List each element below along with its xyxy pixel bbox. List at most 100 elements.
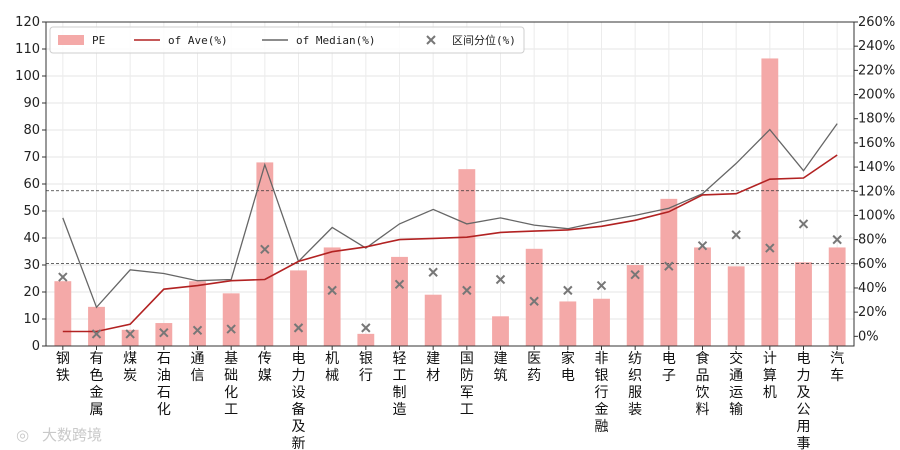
- pe-bar: [323, 247, 341, 346]
- ave-line: [62, 154, 838, 333]
- pe-bar: [222, 293, 240, 346]
- category-label: 钢铁: [56, 351, 70, 384]
- right-tick-label: 120%: [858, 184, 895, 199]
- pe-bars: [54, 58, 846, 346]
- right-tick-label: 220%: [858, 63, 895, 78]
- category-label: 非银行金融: [595, 351, 609, 435]
- category-label: 基础化工: [224, 350, 238, 418]
- category-label: 计算机: [763, 351, 777, 401]
- right-tick-label: 160%: [858, 136, 895, 151]
- left-tick-label: 40: [23, 231, 40, 246]
- percentile-marker: [428, 267, 438, 277]
- percentile-marker: [58, 272, 68, 282]
- percentile-marker: [462, 285, 472, 296]
- percentile-marker: [260, 244, 270, 254]
- left-tick-label: 60: [23, 177, 40, 192]
- median-line: [62, 123, 838, 309]
- category-label: 电力设备及新: [292, 351, 306, 450]
- watermark: ◎ 大数跨境: [16, 426, 102, 444]
- category-label: 银行: [359, 351, 373, 384]
- category-label: 煤炭: [123, 351, 137, 384]
- pe-bar: [256, 162, 274, 346]
- tick-labels: 0 10 20 30 40 50 60 70 80 90 100 110 120 0% 20% 40% 60% 8…: [15, 15, 895, 354]
- category-label: 轻工制造: [393, 351, 407, 418]
- category-label: 交通运输: [729, 350, 743, 418]
- right-tick-label: 0%: [858, 329, 879, 344]
- pe-bar: [626, 265, 644, 346]
- category-label: 纺织服装: [628, 351, 642, 418]
- pe-bar: [660, 198, 678, 346]
- pe-bar: [391, 256, 408, 346]
- percentile-marker: [765, 243, 775, 253]
- right-tick-label: 40%: [858, 281, 887, 296]
- legend-label: 区间分位(%): [452, 33, 516, 47]
- legend-label: PE: [92, 34, 105, 47]
- pe-bar: [88, 306, 105, 346]
- category-label: 电子: [662, 351, 676, 384]
- pe-bar: [121, 329, 139, 346]
- percentile-marker: [731, 230, 741, 240]
- axes: [42, 21, 858, 350]
- pe-bar: [727, 266, 745, 346]
- pe-bar: [559, 301, 577, 346]
- category-label: 机械: [325, 351, 339, 384]
- percentile-marker: [563, 285, 573, 296]
- category-label: 食品饮料: [696, 350, 710, 418]
- category-label: 传媒: [258, 351, 272, 384]
- category-label: 家电: [561, 350, 575, 384]
- legend-label: of Median(%): [296, 34, 375, 47]
- pe-bar: [290, 270, 307, 346]
- watermark-text: 大数跨境: [42, 426, 102, 444]
- left-tick-label: 20: [23, 285, 40, 300]
- pe-bar: [458, 169, 476, 346]
- pe-bar: [492, 316, 509, 346]
- left-tick-label: 0: [32, 339, 40, 354]
- category-label: 建材: [426, 351, 440, 384]
- left-tick-label: 30: [23, 258, 40, 273]
- pe-bar: [424, 294, 442, 346]
- percentile-marker: [832, 234, 842, 245]
- watermark-logo: ◎: [16, 426, 29, 444]
- left-tick-label: 90: [23, 96, 40, 111]
- pe-bar: [795, 262, 812, 346]
- percentile-marker: [798, 219, 809, 229]
- percentile-marker: [327, 285, 337, 296]
- percentile-marker: [394, 279, 405, 290]
- percentile-markers: [58, 219, 842, 339]
- percentile-marker: [125, 329, 135, 339]
- left-tick-label: 120: [15, 15, 40, 30]
- pe-bar: [593, 298, 610, 346]
- percentile-marker: [192, 325, 203, 335]
- left-tick-label: 10: [23, 312, 40, 327]
- series-lines: [62, 123, 838, 333]
- percentile-marker: [159, 327, 169, 338]
- percentile-marker: [697, 240, 708, 251]
- right-tick-label: 180%: [858, 112, 895, 127]
- legend-swatch-bar: [58, 35, 84, 45]
- percentile-marker: [293, 323, 304, 333]
- category-label: 有色金属: [90, 351, 104, 418]
- category-label: 石油石化: [157, 351, 171, 418]
- right-tick-label: 20%: [858, 305, 887, 320]
- right-tick-label: 60%: [858, 257, 887, 272]
- left-tick-label: 80: [23, 123, 40, 138]
- percentile-marker: [361, 323, 371, 333]
- right-tick-label: 240%: [858, 39, 895, 54]
- pe-bar: [357, 333, 375, 346]
- legend-swatch-marker: [426, 35, 436, 45]
- right-tick-label: 140%: [858, 160, 895, 175]
- category-label: 医药: [527, 351, 541, 384]
- percentile-marker: [630, 269, 640, 280]
- left-tick-label: 100: [15, 69, 40, 84]
- percentile-marker: [596, 280, 607, 291]
- percentile-marker: [495, 274, 506, 285]
- legend-label: of Ave(%): [168, 34, 228, 47]
- plot-frame: [45, 21, 855, 347]
- right-tick-label: 260%: [858, 15, 895, 30]
- category-label: 电力及公用事: [797, 351, 811, 450]
- percentile-marker: [664, 261, 674, 271]
- pe-bar: [828, 247, 846, 346]
- pe-bar: [761, 58, 779, 346]
